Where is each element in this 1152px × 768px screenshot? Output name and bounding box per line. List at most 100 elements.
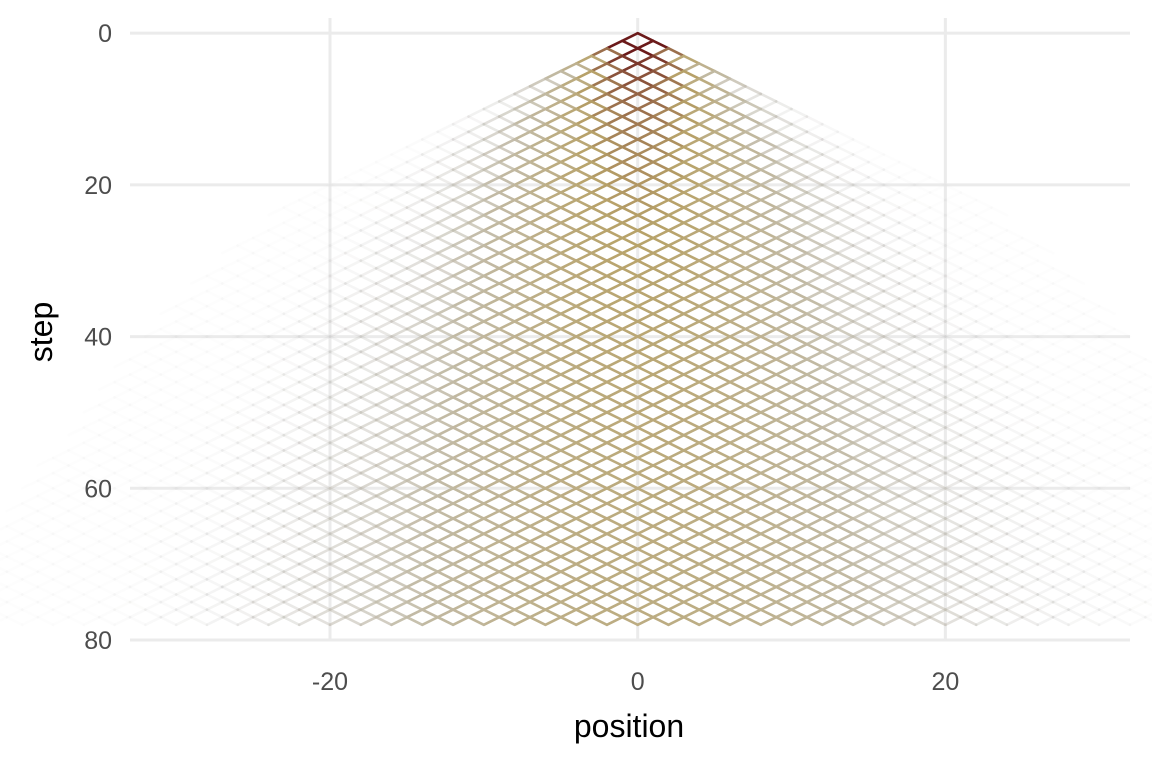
walk-segment <box>713 107 732 118</box>
walk-segment <box>374 456 393 467</box>
walk-segment <box>790 562 809 574</box>
walk-segment <box>144 441 163 452</box>
walk-segment <box>1128 547 1147 558</box>
walk-segment <box>651 524 670 536</box>
walk-segment <box>1128 441 1147 452</box>
walk-segment <box>651 69 670 80</box>
walk-segment <box>1067 289 1086 301</box>
walk-segment <box>482 418 501 429</box>
walk-segment <box>374 176 393 187</box>
walk-segment <box>774 562 793 574</box>
walk-segment <box>436 342 455 354</box>
walk-segment <box>113 426 132 437</box>
walk-segment <box>467 153 486 164</box>
walk-segment <box>697 107 716 118</box>
walk-segment <box>651 297 670 308</box>
walk-segment <box>867 441 886 452</box>
walk-segment <box>267 532 286 543</box>
walk-segment <box>390 486 409 498</box>
walk-segment <box>851 145 870 156</box>
walk-segment <box>144 418 163 429</box>
walk-segment <box>774 502 793 513</box>
walk-segment <box>974 464 993 475</box>
walk-segment <box>590 122 609 134</box>
walk-segment <box>1144 555 1152 562</box>
walk-segment <box>97 464 116 475</box>
walk-segment <box>374 411 393 422</box>
walk-segment <box>374 524 393 536</box>
walk-segment <box>882 456 901 467</box>
walk-segment <box>405 403 424 414</box>
walk-segment <box>344 562 363 574</box>
walk-segment <box>790 380 809 392</box>
walk-segment <box>913 335 932 346</box>
walk-segment <box>374 555 393 566</box>
walk-segment <box>482 433 501 445</box>
walk-segment <box>851 138 870 149</box>
walk-segment <box>374 168 393 179</box>
walk-segment <box>851 274 870 285</box>
walk-segment <box>221 540 239 551</box>
walk-segment <box>836 335 855 346</box>
walk-segment <box>359 441 378 452</box>
walk-segment <box>636 251 655 263</box>
walk-segment <box>867 198 886 209</box>
walk-segment <box>682 244 701 255</box>
y-tick-label: 40 <box>84 324 112 352</box>
walk-segment <box>697 221 716 232</box>
walk-segment <box>697 517 716 528</box>
walk-segment <box>544 365 563 376</box>
walk-segment <box>790 471 809 483</box>
walk-segment <box>651 236 670 247</box>
walk-segment <box>267 570 286 581</box>
walk-segment <box>851 593 870 604</box>
walk-segment <box>436 327 455 338</box>
walk-segment <box>297 198 316 209</box>
walk-segment <box>513 266 532 278</box>
walk-segment <box>1036 615 1055 627</box>
walk-segment <box>882 304 901 316</box>
walk-segment <box>605 449 624 460</box>
walk-segment <box>544 153 563 164</box>
walk-segment <box>297 213 316 225</box>
walk-segment <box>420 357 440 369</box>
walk-segment <box>113 441 132 452</box>
walk-segment <box>344 388 363 399</box>
walk-segment <box>651 509 670 520</box>
walk-segment <box>1097 615 1116 627</box>
walk-segment <box>436 555 455 566</box>
walk-segment <box>221 502 239 513</box>
walk-segment <box>251 289 270 301</box>
walk-segment <box>236 259 255 270</box>
walk-segment <box>820 577 840 589</box>
walk-segment <box>820 138 840 149</box>
walk-segment <box>697 176 716 187</box>
walk-segment <box>390 357 409 369</box>
walk-segment <box>928 388 947 399</box>
walk-segment <box>544 92 563 103</box>
walk-segment <box>344 471 363 483</box>
walk-segment <box>251 593 270 604</box>
walk-segment <box>236 600 255 612</box>
walk-segment <box>697 509 716 520</box>
walk-segment <box>574 585 593 596</box>
walk-segment <box>436 350 455 361</box>
walk-segment <box>620 577 640 589</box>
walk-segment <box>128 395 147 407</box>
walk-segment <box>605 502 624 513</box>
walk-segment <box>513 198 532 209</box>
walk-segment <box>482 327 501 338</box>
walk-segment <box>774 600 793 612</box>
walk-segment <box>759 562 778 574</box>
walk-segment <box>713 153 732 164</box>
walk-segment <box>451 259 470 270</box>
walk-segment <box>420 145 440 156</box>
walk-segment <box>882 213 901 225</box>
walk-segment <box>190 418 209 429</box>
walk-segment <box>1051 600 1070 612</box>
walk-segment <box>374 327 393 338</box>
walk-segment <box>851 244 870 255</box>
walk-segment <box>667 532 686 543</box>
walk-segment <box>513 540 532 551</box>
walk-segment <box>1051 373 1070 384</box>
